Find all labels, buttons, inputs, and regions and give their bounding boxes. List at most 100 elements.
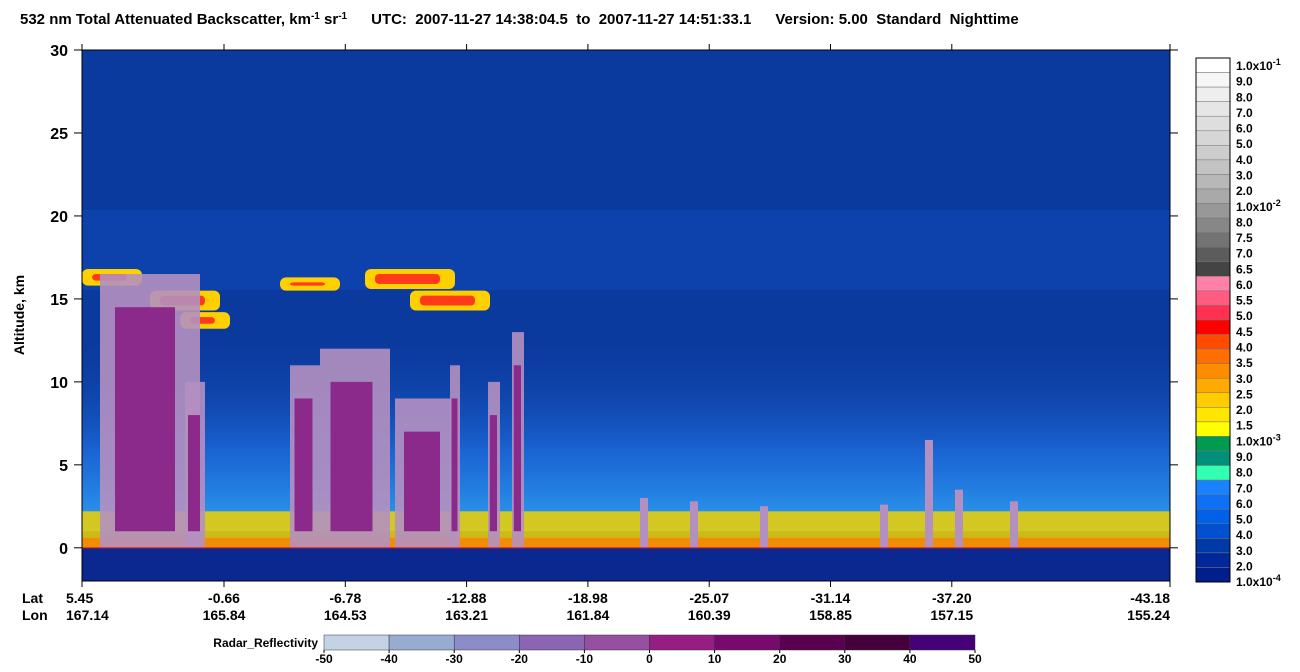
colorbar-label: 6.0	[1236, 278, 1253, 292]
x-tick-label: 165.84	[203, 607, 246, 623]
radar-tick-label: 10	[708, 652, 722, 666]
cloud	[294, 398, 313, 532]
colorbar-swatch	[1195, 508, 1231, 525]
colorbar-label: 6.0	[1236, 122, 1253, 136]
colorbar-swatch	[1195, 421, 1231, 437]
radar-tick-label: -10	[576, 652, 594, 666]
colorbar-swatch	[1195, 538, 1231, 554]
colorbar-label: 6.0	[1236, 497, 1253, 511]
radar-colorbar-swatch	[519, 634, 585, 651]
colorbar-label: 3.0	[1236, 372, 1253, 386]
x-tick-label: -31.14	[811, 590, 851, 606]
colorbar-swatch	[1195, 261, 1231, 277]
colorbar-swatch	[1195, 188, 1231, 204]
colorbar-swatch	[1195, 217, 1231, 233]
colorbar-label: 3.0	[1236, 544, 1253, 558]
colorbar-swatch	[1195, 319, 1231, 335]
cloud	[420, 295, 475, 306]
cloud	[115, 307, 175, 532]
version: Version: 5.00 Standard Nighttime	[775, 11, 1018, 28]
radar-tick-label: 0	[646, 652, 653, 666]
cloud	[690, 501, 698, 548]
colorbar-label: 4.5	[1236, 325, 1253, 339]
colorbar-label: 1.0x10-3	[1236, 432, 1281, 448]
colorbar-label: 4.0	[1236, 153, 1253, 167]
x-tick-label: 164.53	[324, 607, 367, 623]
x-tick-label: 160.39	[688, 607, 731, 623]
x-tick-label: -6.78	[329, 590, 361, 606]
cloud	[1010, 501, 1018, 548]
radar-tick-label: -20	[511, 652, 529, 666]
x-tick-label: -43.18	[1130, 590, 1170, 606]
colorbar-label-exponent: -1	[1273, 57, 1281, 67]
colorbar-swatch	[1195, 567, 1231, 583]
colorbar-swatch	[1195, 450, 1231, 466]
cloud	[330, 381, 373, 532]
cloud	[760, 506, 768, 548]
colorbar-label-exponent: -4	[1273, 573, 1281, 583]
colorbar-label-base: 1.0x10	[1236, 200, 1273, 214]
colorbar-swatch	[1195, 130, 1231, 146]
x-row-name: Lon	[22, 607, 48, 623]
radar-colorbar-swatch	[714, 634, 780, 651]
y-tick-label: 15	[50, 292, 68, 309]
x-tick-label: 161.84	[566, 607, 609, 623]
colorbar-label: 8.0	[1236, 215, 1253, 229]
title-superscript: -1	[338, 11, 347, 22]
colorbar-swatch	[1195, 465, 1231, 481]
colorbar-label: 2.5	[1236, 387, 1253, 401]
colorbar-swatch	[1195, 494, 1231, 510]
colorbar-label-base: 1.0x10	[1236, 59, 1273, 73]
title-part: sr	[320, 11, 339, 28]
colorbar-swatch	[1195, 305, 1231, 321]
plot-frame	[81, 49, 1171, 582]
colorbar-swatch	[1195, 348, 1231, 364]
colorbar-label: 4.0	[1236, 528, 1253, 542]
colorbar-label: 5.0	[1236, 309, 1253, 323]
title-part: 532 nm Total Attenuated Backscatter, km	[20, 11, 311, 28]
y-tick-label: 10	[50, 375, 68, 392]
radar-colorbar-title: Radar_Reflectivity	[213, 636, 318, 650]
x-tick-label: -12.88	[447, 590, 487, 606]
x-tick-label: -0.66	[208, 590, 240, 606]
cloud	[290, 282, 325, 286]
colorbar-swatch	[1195, 203, 1231, 219]
colorbar-swatch	[1195, 57, 1231, 73]
colorbar-label: 7.0	[1236, 106, 1253, 120]
radar-tick-label: 20	[773, 652, 787, 666]
x-tick-label: 158.85	[809, 607, 852, 623]
radar-colorbar-swatch	[779, 634, 846, 651]
y-tick-label: 25	[50, 126, 68, 143]
colorbar-label-base: 1.0x10	[1236, 575, 1273, 589]
cloud	[640, 498, 648, 548]
x-tick-label: 155.24	[1127, 607, 1170, 623]
x-tick-label: -25.07	[689, 590, 729, 606]
colorbar-swatch	[1195, 552, 1231, 568]
colorbar-swatch	[1195, 392, 1231, 408]
colorbar-swatch	[1195, 174, 1231, 190]
cloud	[375, 274, 440, 284]
colorbar-label: 7.5	[1236, 231, 1253, 245]
radar-colorbar-swatch	[388, 634, 455, 651]
chart-title: 532 nm Total Attenuated Backscatter, km -…	[20, 11, 1019, 29]
radar-colorbar-swatch	[844, 634, 911, 651]
cloud	[489, 415, 497, 532]
colorbar-swatch	[1195, 145, 1231, 161]
colorbar-label-exponent: -3	[1273, 432, 1281, 442]
colorbar-label: 5.0	[1236, 137, 1253, 151]
cloud	[188, 415, 200, 532]
colorbar-label: 6.5	[1236, 262, 1253, 276]
radar-tick-label: 50	[968, 652, 982, 666]
colorbar-label: 1.5	[1236, 419, 1253, 433]
x-tick-label: 163.21	[445, 607, 488, 623]
x-tick-label: 5.45	[66, 590, 93, 606]
cloud	[925, 439, 933, 548]
colorbar-label: 7.0	[1236, 247, 1253, 261]
colorbar-swatch	[1195, 115, 1231, 132]
colorbar-label: 1.0x10-1	[1236, 57, 1281, 73]
colorbar-label: 3.5	[1236, 356, 1253, 370]
cloud	[513, 365, 521, 532]
colorbar-label: 9.0	[1236, 450, 1253, 464]
x-row-name: Lat	[22, 590, 43, 606]
colorbar-swatch	[1195, 159, 1231, 175]
